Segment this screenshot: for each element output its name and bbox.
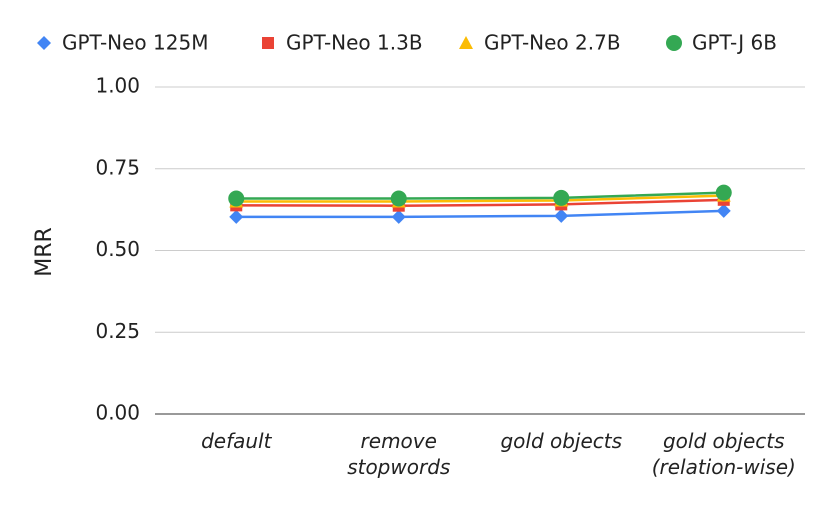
x-tick-label: default: [201, 429, 272, 453]
y-tick-label: 0.00: [95, 401, 140, 425]
x-tick-label: gold objects: [500, 429, 623, 453]
legend-label: GPT-Neo 1.3B: [286, 31, 423, 55]
legend-marker: [262, 37, 274, 49]
data-point: [553, 189, 570, 206]
data-point: [229, 209, 244, 224]
data-point: [391, 209, 406, 224]
y-tick-label: 1.00: [95, 74, 140, 98]
legend-marker: [459, 36, 473, 49]
legend-label: GPT-J 6B: [692, 31, 777, 55]
series-line: [236, 198, 724, 207]
legend-label: GPT-Neo 125M: [62, 31, 208, 55]
y-tick-label: 0.75: [95, 155, 140, 179]
x-tick-label: gold objects (relation-wise): [651, 429, 796, 479]
data-point: [554, 208, 569, 223]
data-point: [228, 190, 245, 207]
legend-marker: [666, 35, 682, 51]
legend-marker: [37, 36, 51, 50]
data-point: [716, 203, 731, 218]
series-line: [236, 209, 724, 219]
series-line: [236, 194, 724, 203]
x-tick-label: remove stopwords: [347, 429, 451, 479]
y-axis-label: MRR: [32, 227, 57, 277]
y-tick-label: 0.50: [95, 237, 140, 261]
y-tick-label: 0.25: [95, 319, 140, 343]
legend-label: GPT-Neo 2.7B: [484, 31, 621, 55]
data-point: [715, 184, 732, 201]
series-line: [236, 191, 724, 200]
data-point: [390, 190, 407, 207]
